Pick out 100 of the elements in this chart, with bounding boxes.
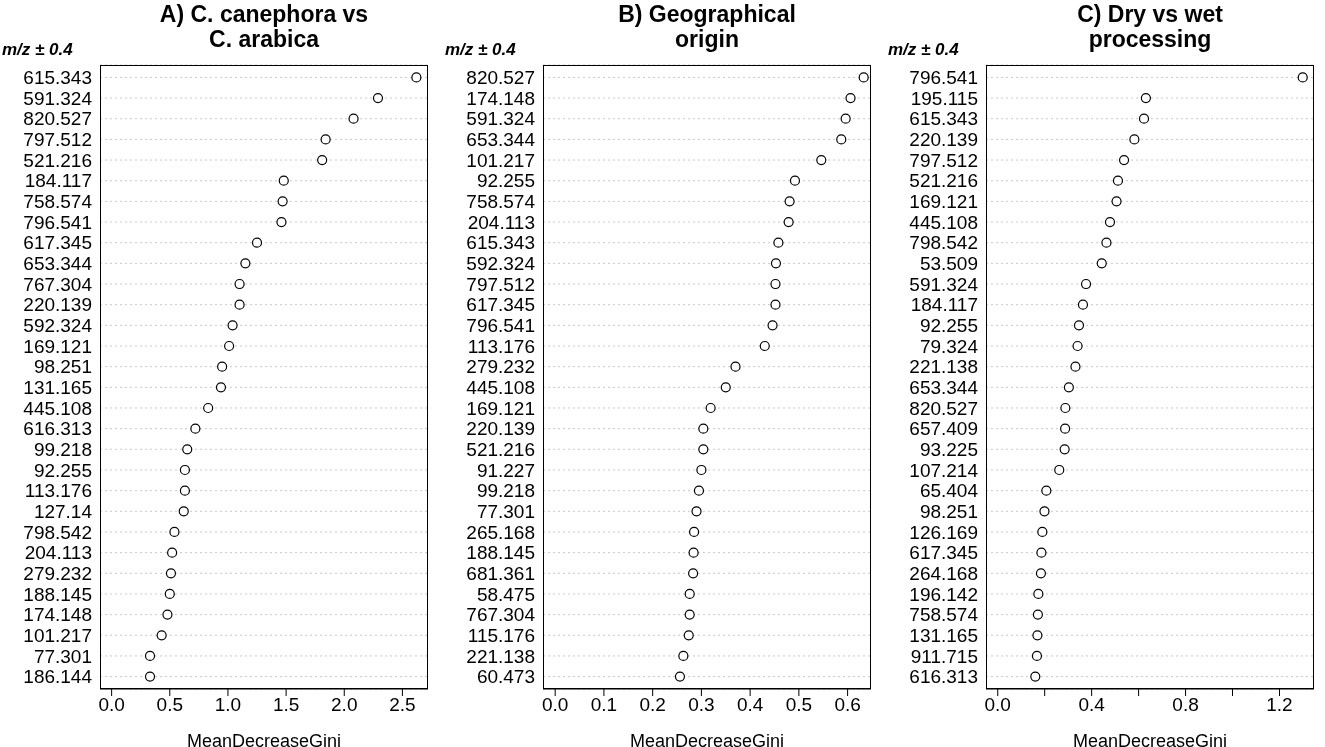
y-tick-label: 174.148 (466, 87, 535, 109)
y-tick-label: 797.512 (909, 149, 978, 171)
point (674, 671, 686, 682)
point (858, 72, 869, 83)
point (1070, 361, 1081, 372)
point (165, 568, 177, 579)
y-tick-label: 126.169 (909, 521, 978, 543)
y-tick-label: 79.324 (919, 335, 979, 357)
point (1096, 258, 1107, 269)
point (840, 113, 851, 124)
y-tick-label: 58.475 (476, 583, 535, 605)
point (164, 588, 175, 600)
point (1037, 526, 1048, 538)
point (688, 568, 699, 579)
x-tick-label: 0.5 (156, 694, 183, 716)
point (217, 361, 228, 372)
point (1033, 588, 1044, 600)
point (845, 92, 856, 104)
chart-title: A) C. canephora vs C. arabica (159, 1, 369, 52)
x-axis-title: MeanDecreaseGini (629, 731, 785, 747)
point (696, 464, 707, 476)
x-axis-title: MeanDecreaseGini (186, 731, 342, 747)
point (278, 175, 289, 186)
x-tick-label: 0.0 (541, 694, 569, 716)
x-tick-label: 0.4 (736, 694, 764, 716)
point (1118, 154, 1130, 166)
point (1101, 237, 1112, 248)
y-tick-label: 220.139 (466, 418, 535, 440)
y-tick-label: 617.345 (23, 232, 92, 254)
point (698, 423, 709, 434)
y-tick-label: 131.165 (23, 377, 92, 399)
point (691, 506, 702, 517)
chart-title: C) Dry vs wet processing (1076, 1, 1224, 52)
y-tick-label: 265.168 (466, 521, 535, 543)
point (1030, 671, 1041, 682)
y-tick-label: 820.527 (23, 108, 92, 130)
y-tick-label: 521.216 (909, 170, 978, 192)
y-tick-label: 77.301 (476, 501, 535, 523)
point (1035, 568, 1047, 579)
point (234, 278, 245, 290)
point (1032, 609, 1043, 620)
point (1032, 630, 1043, 641)
y-tick-label: 196.142 (909, 583, 978, 605)
y-tick-label: 521.216 (23, 149, 92, 171)
point (773, 237, 784, 248)
x-tick-label: 0.6 (834, 694, 861, 716)
y-tick-label: 169.121 (23, 335, 92, 357)
point (1036, 547, 1047, 558)
y-tick-label: 797.512 (466, 273, 535, 295)
y-tick-label: 101.217 (466, 149, 535, 171)
x-tick-label: 0.5 (785, 694, 813, 716)
y-tick-label: 592.324 (466, 253, 536, 275)
point (215, 382, 227, 393)
y-tick-label: 53.509 (919, 253, 978, 275)
point (693, 485, 705, 496)
y-tick-label: 92.255 (919, 315, 978, 337)
x-tick-label: 0.1 (590, 694, 618, 716)
y-tick-label: 617.345 (466, 294, 535, 316)
y-tick-label: 221.138 (909, 356, 978, 378)
y-tick-label: 279.232 (23, 563, 92, 585)
y-tick-label: 279.232 (466, 356, 535, 378)
point (179, 485, 191, 496)
y-tick-label: 98.251 (33, 356, 92, 378)
y-tick-label: 204.113 (467, 211, 535, 233)
y-tick-label: 445.108 (909, 211, 978, 233)
y-tick-label: 796.541 (466, 315, 535, 337)
y-tick-label: 615.343 (23, 67, 92, 89)
point (372, 92, 384, 104)
y-tick-label: 615.343 (909, 108, 978, 130)
y-tick-label: 115.176 (467, 625, 535, 647)
y-tick-label: 681.361 (466, 563, 535, 585)
point (144, 671, 156, 682)
point (1060, 423, 1071, 434)
point (251, 237, 263, 248)
point (348, 113, 359, 124)
point (784, 196, 795, 207)
point (227, 320, 238, 331)
y-tick-label: 592.324 (23, 315, 93, 337)
y-tick-label: 796.541 (909, 67, 978, 89)
x-tick-label: 1.5 (272, 694, 300, 716)
y-tick-label: 127.14 (33, 501, 93, 523)
point (1138, 113, 1150, 124)
point (320, 134, 331, 145)
point (684, 609, 695, 620)
point (167, 547, 178, 558)
y-tick-label: 107.214 (909, 459, 979, 481)
y-tick-label: 767.304 (23, 273, 93, 295)
y-tick-label: 758.574 (466, 191, 536, 213)
y-tick-label: 617.345 (909, 542, 978, 564)
y-tick-label: 797.512 (23, 129, 92, 151)
point (1129, 134, 1140, 145)
y-tick-label: 184.117 (24, 170, 92, 192)
point (144, 650, 156, 662)
point (169, 526, 180, 538)
y-tick-label: 820.527 (909, 397, 978, 419)
x-tick-label: 0.4 (1078, 694, 1106, 716)
point (770, 299, 781, 310)
point (698, 444, 709, 455)
point (816, 154, 827, 166)
y-tick-label: 91.227 (476, 459, 535, 481)
